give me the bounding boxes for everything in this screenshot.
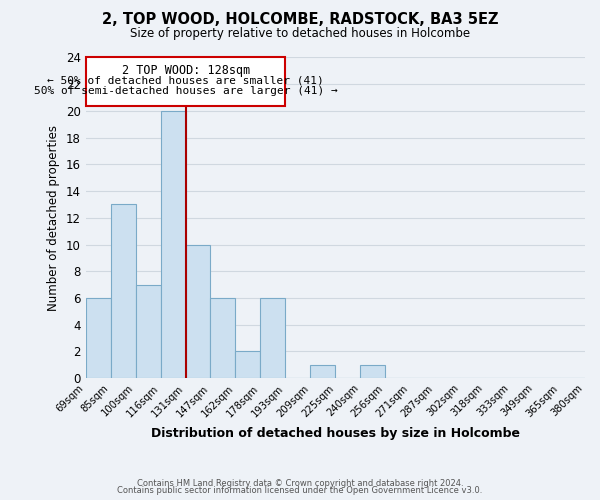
Bar (260, 298, 286, 378)
Bar (235, 352, 260, 378)
Bar (136, 284, 161, 378)
Bar (161, 111, 185, 378)
Text: Contains public sector information licensed under the Open Government Licence v3: Contains public sector information licen… (118, 486, 482, 495)
Text: Size of property relative to detached houses in Holcombe: Size of property relative to detached ho… (130, 28, 470, 40)
Text: 50% of semi-detached houses are larger (41) →: 50% of semi-detached houses are larger (… (34, 86, 338, 96)
FancyBboxPatch shape (86, 58, 286, 106)
Bar (86, 298, 110, 378)
Bar (185, 244, 211, 378)
Text: Contains HM Land Registry data © Crown copyright and database right 2024.: Contains HM Land Registry data © Crown c… (137, 478, 463, 488)
Text: ← 50% of detached houses are smaller (41): ← 50% of detached houses are smaller (41… (47, 76, 324, 86)
Bar (211, 298, 235, 378)
Y-axis label: Number of detached properties: Number of detached properties (47, 125, 60, 311)
Bar (310, 365, 335, 378)
Bar (110, 204, 136, 378)
Text: 2, TOP WOOD, HOLCOMBE, RADSTOCK, BA3 5EZ: 2, TOP WOOD, HOLCOMBE, RADSTOCK, BA3 5EZ (102, 12, 498, 28)
X-axis label: Distribution of detached houses by size in Holcombe: Distribution of detached houses by size … (151, 427, 520, 440)
Text: 2 TOP WOOD: 128sqm: 2 TOP WOOD: 128sqm (122, 64, 250, 77)
Bar (360, 365, 385, 378)
